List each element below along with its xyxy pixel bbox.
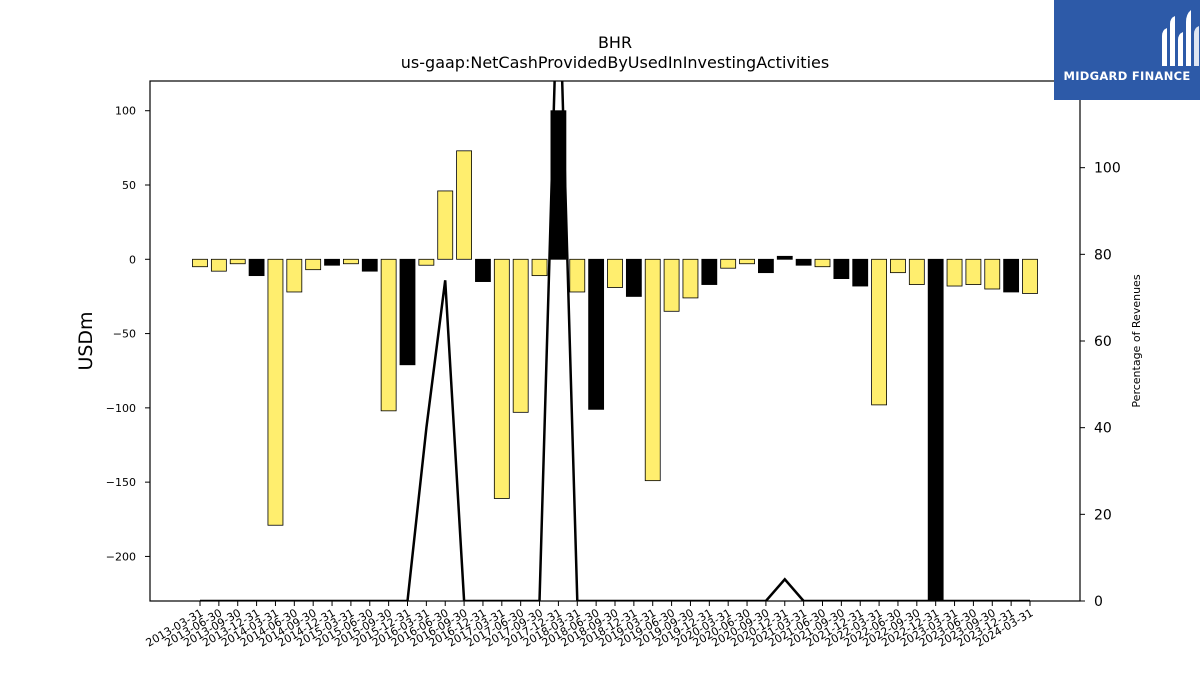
bar bbox=[248, 258, 265, 277]
bar bbox=[739, 258, 755, 265]
logo-text: MIDGARD FINANCE bbox=[1063, 69, 1191, 83]
bar bbox=[456, 150, 472, 260]
bar bbox=[644, 258, 661, 482]
y-tick-label: 0 bbox=[129, 253, 136, 266]
bar bbox=[569, 258, 586, 293]
y2-tick-label: 80 bbox=[1094, 247, 1112, 263]
series-line bbox=[200, 81, 1030, 601]
y2-tick-label: 60 bbox=[1094, 334, 1112, 350]
bar bbox=[701, 258, 718, 285]
bar bbox=[720, 258, 737, 269]
bar bbox=[1022, 258, 1038, 294]
bar bbox=[871, 258, 887, 406]
y2-tick-label: 40 bbox=[1094, 421, 1112, 437]
bar bbox=[758, 258, 774, 274]
bar bbox=[437, 190, 454, 260]
y-tick-label: −100 bbox=[106, 402, 136, 415]
bar bbox=[380, 258, 397, 412]
bar bbox=[814, 258, 831, 268]
bar bbox=[833, 258, 850, 279]
bar bbox=[399, 258, 416, 366]
bar bbox=[984, 258, 1001, 290]
bar bbox=[795, 258, 812, 266]
y2-tick-label: 100 bbox=[1094, 161, 1121, 177]
bar bbox=[946, 258, 963, 287]
midgard-logo: MIDGARD FINANCE bbox=[1054, 0, 1200, 100]
bar bbox=[531, 258, 548, 277]
y-tick-label: 50 bbox=[122, 179, 136, 192]
bar bbox=[890, 258, 906, 274]
bar bbox=[588, 258, 605, 410]
chart-subtitle: us-gaap:NetCashProvidedByUsedInInvesting… bbox=[401, 53, 829, 72]
bar bbox=[210, 258, 227, 272]
bar bbox=[192, 258, 208, 268]
bar bbox=[418, 258, 435, 266]
y-tick-label: −200 bbox=[106, 550, 136, 563]
bar bbox=[512, 258, 529, 413]
bar bbox=[305, 258, 322, 271]
bar bbox=[776, 255, 793, 260]
y2-axis-label: Percentage of Revenues bbox=[1130, 274, 1143, 407]
bar bbox=[324, 258, 340, 266]
bar bbox=[607, 258, 623, 288]
bar bbox=[965, 258, 982, 285]
bar bbox=[682, 258, 699, 299]
bar bbox=[361, 258, 378, 272]
bar bbox=[229, 258, 246, 265]
midgard-logo-icon bbox=[1162, 10, 1199, 66]
bar bbox=[343, 258, 359, 265]
bar bbox=[852, 258, 869, 287]
bar bbox=[625, 258, 642, 297]
bar bbox=[493, 258, 510, 499]
y-axis-label: USDm bbox=[75, 311, 97, 370]
bar bbox=[1003, 258, 1020, 293]
y-tick-label: −150 bbox=[106, 476, 136, 489]
bar bbox=[267, 258, 284, 526]
y-tick-label: −50 bbox=[113, 328, 136, 341]
y2-tick-label: 20 bbox=[1094, 507, 1112, 523]
bar bbox=[663, 258, 680, 312]
chart-title: BHR bbox=[598, 33, 632, 52]
bar bbox=[927, 258, 944, 602]
bar bbox=[475, 258, 491, 282]
y2-tick-label: 0 bbox=[1094, 594, 1103, 610]
y-tick-label: 100 bbox=[115, 105, 136, 118]
bar bbox=[908, 258, 925, 285]
bar bbox=[286, 258, 303, 293]
